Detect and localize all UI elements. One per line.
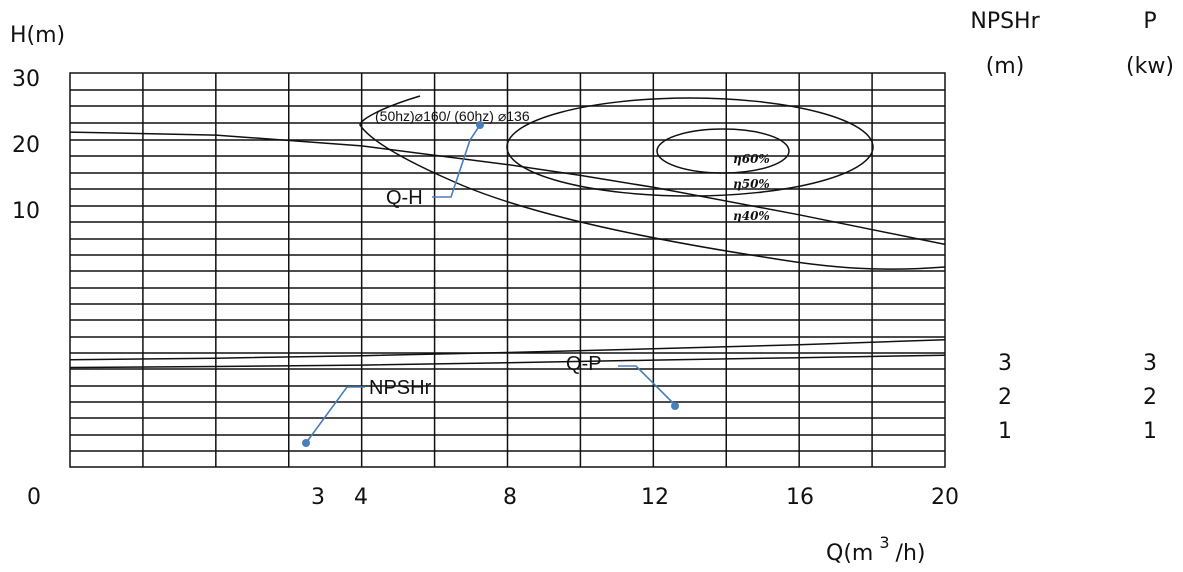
y-tick-label: 10 xyxy=(12,199,40,224)
right-axis-tick-label: 2 xyxy=(998,385,1012,410)
series-label-q-p: Q-P xyxy=(566,353,602,375)
efficiency-contour-40 xyxy=(359,95,946,270)
curve-leaders xyxy=(302,121,679,447)
leader-dot-npshr xyxy=(302,439,310,447)
model-label: (50hz)⌀160/ (60hz) ⌀136 xyxy=(375,108,530,124)
right-axis-tick-label: 1 xyxy=(1143,419,1157,444)
x-tick-label: 12 xyxy=(641,485,669,510)
y-tick-label: 30 xyxy=(12,67,40,92)
efficiency-contours xyxy=(359,95,946,270)
leader-npshr xyxy=(305,386,365,444)
leader-dot-q-h xyxy=(476,121,484,129)
efficiency-label: η40% xyxy=(733,209,770,223)
right-axis-label: NPSHr xyxy=(970,9,1040,34)
right-axis-label: P xyxy=(1143,9,1156,34)
x-tick-label: 4 xyxy=(354,485,368,510)
x-tick-label: 16 xyxy=(786,485,814,510)
leader-q-p xyxy=(618,365,676,406)
right-axis-unit: (kw) xyxy=(1126,54,1174,79)
x-tick-label: 8 xyxy=(503,485,517,510)
x-axis-label: Q(m 3/h) xyxy=(826,533,925,566)
right-axis-unit: (m) xyxy=(986,54,1025,79)
x-tick-label: 0 xyxy=(27,485,41,510)
series-label-npshr: NPSHr xyxy=(369,377,432,399)
leader-q-h xyxy=(432,124,481,198)
right-axis-tick-label: 3 xyxy=(1143,351,1157,376)
efficiency-contour-50 xyxy=(506,97,874,197)
y-tick-label: 20 xyxy=(12,133,40,158)
series-line-q-h xyxy=(69,131,946,246)
x-tick-label: 20 xyxy=(931,485,959,510)
chart-grid xyxy=(69,72,946,468)
efficiency-label: η60% xyxy=(733,152,770,166)
series-line-npshr xyxy=(69,354,946,369)
y-axis-label: H(m) xyxy=(10,23,65,48)
leader-dot-q-p xyxy=(671,402,679,410)
right-axis-tick-label: 2 xyxy=(1143,385,1157,410)
efficiency-label: η50% xyxy=(733,177,770,191)
efficiency-contour-60 xyxy=(656,128,790,174)
series-line-q-p xyxy=(69,338,946,361)
x-tick-label: 3 xyxy=(311,485,325,510)
series-label-q-h: Q-H xyxy=(386,187,423,209)
right-axis-tick-label: 3 xyxy=(998,351,1012,376)
performance-curves xyxy=(69,131,946,369)
right-axis-tick-label: 1 xyxy=(998,419,1012,444)
